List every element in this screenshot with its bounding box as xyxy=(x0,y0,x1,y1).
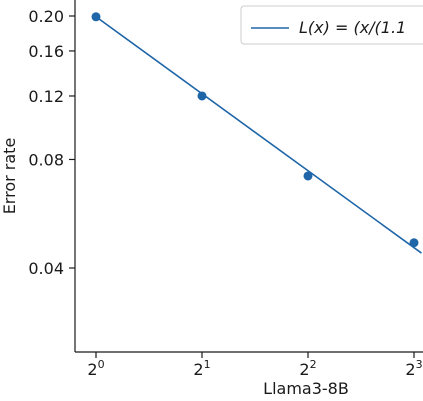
legend-label: L(x) = (x/(1.1 xyxy=(299,18,406,37)
data-point xyxy=(409,238,419,248)
chart-marks xyxy=(91,12,422,254)
y-axis-label: Error rate xyxy=(0,138,19,215)
x-tick-label: 21 xyxy=(193,358,210,379)
legend: L(x) = (x/(1.1 xyxy=(240,5,423,45)
y-ticks: 0.20 0.16 0.12 0.08 0.04 xyxy=(28,7,75,278)
data-point xyxy=(303,171,313,181)
y-tick-label: 0.12 xyxy=(28,87,64,106)
x-tick-label: 20 xyxy=(87,358,104,379)
y-tick-label: 0.20 xyxy=(28,7,64,26)
legend-box xyxy=(240,5,423,45)
data-point xyxy=(197,91,207,101)
x-ticks: 20 21 22 23 xyxy=(87,352,423,379)
x-tick-label: 23 xyxy=(405,358,422,379)
y-tick-label: 0.04 xyxy=(28,259,64,278)
fit-line xyxy=(95,16,422,254)
x-axis-label: Llama3-8B xyxy=(263,379,349,398)
x-tick-label: 22 xyxy=(299,358,316,379)
data-point xyxy=(91,12,101,22)
y-tick-label: 0.16 xyxy=(28,42,64,61)
y-tick-label: 0.08 xyxy=(28,150,64,169)
